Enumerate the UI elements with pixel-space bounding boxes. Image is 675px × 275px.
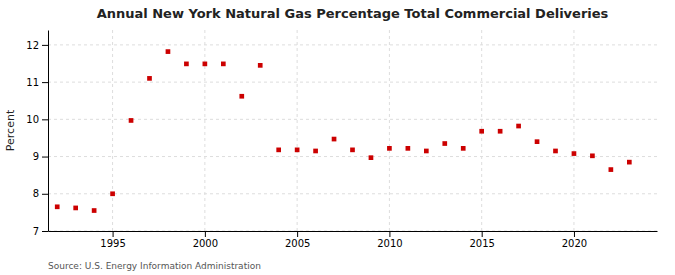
x-tick: 2015 (469, 231, 494, 249)
grid-line-x (573, 30, 574, 231)
y-tick-label: 7 (33, 226, 39, 237)
points (55, 49, 632, 213)
point (369, 155, 374, 160)
x-axis: 1995 2000 2005 2010 2015 2020 (49, 231, 658, 249)
point (535, 139, 540, 144)
point (609, 167, 614, 172)
x-tick: 2005 (285, 231, 310, 249)
y-tick: 9 (33, 151, 48, 162)
y-tick: 7 (33, 226, 48, 237)
grid-line-y (48, 119, 657, 120)
grid-line-y (48, 193, 657, 194)
x-tick: 2010 (377, 231, 402, 249)
point (572, 151, 577, 156)
y-tick: 8 (33, 188, 48, 199)
x-tick-mark (389, 231, 390, 237)
point (387, 146, 392, 151)
x-tick-label: 2005 (285, 238, 310, 249)
chart: 1995 2000 2005 2010 2015 2020 7 8 9 10 11 12 Annual … (0, 0, 675, 275)
point (590, 153, 595, 158)
grid-line-y (48, 156, 657, 157)
point (424, 149, 429, 154)
point (239, 94, 244, 99)
point (184, 62, 189, 67)
y-axis-line (48, 31, 49, 232)
x-tick-label: 2015 (469, 238, 494, 249)
grid-line-y (48, 231, 657, 232)
point (295, 148, 300, 153)
point (332, 137, 337, 142)
point (92, 208, 97, 213)
grid-line-x (204, 30, 205, 231)
y-tick-mark (42, 45, 48, 46)
x-tick-mark (297, 231, 298, 237)
point (479, 129, 484, 134)
point (276, 148, 281, 153)
y-tick-label: 12 (26, 40, 39, 51)
y-tick: 11 (26, 77, 48, 88)
point (110, 191, 115, 196)
point (553, 149, 558, 154)
point (147, 76, 152, 81)
x-tick-label: 2010 (377, 238, 402, 249)
x-tick-mark (205, 231, 206, 237)
y-tick-label: 8 (33, 188, 39, 199)
grid-line-x (297, 30, 298, 231)
grid-line-y (48, 44, 657, 45)
point (313, 149, 318, 154)
point (406, 146, 411, 151)
x-tick-label: 2000 (193, 238, 218, 249)
y-axis: 7 8 9 10 11 12 (26, 31, 48, 237)
x-tick: 2000 (193, 231, 218, 249)
source-annotation: Source: U.S. Energy Information Administ… (48, 261, 261, 271)
point (55, 204, 60, 209)
grid-line-x (389, 30, 390, 231)
y-tick: 10 (26, 114, 48, 125)
point (221, 62, 226, 67)
y-tick-mark (42, 119, 48, 120)
point (516, 124, 521, 129)
y-tick-label: 9 (33, 151, 39, 162)
point (203, 62, 208, 67)
y-axis-title: Percent (4, 109, 17, 151)
point (129, 118, 134, 123)
y-tick-mark (42, 82, 48, 83)
point (627, 160, 632, 165)
grid (48, 30, 657, 231)
point (461, 146, 466, 151)
y-tick-label: 10 (26, 114, 39, 125)
point (166, 49, 171, 54)
plot-area: 1995 2000 2005 2010 2015 2020 7 8 9 10 11 12 (26, 30, 657, 249)
point (498, 129, 503, 134)
x-tick-label: 1995 (100, 238, 125, 249)
y-tick-mark (42, 231, 48, 232)
grid-line-x (112, 30, 113, 231)
x-tick: 1995 (100, 231, 125, 249)
point (73, 206, 78, 211)
y-tick-label: 11 (26, 77, 39, 88)
x-tick-mark (113, 231, 114, 237)
x-tick: 2020 (562, 231, 587, 249)
point (442, 141, 447, 146)
x-axis-line (49, 231, 658, 232)
point (258, 63, 263, 68)
x-tick-label: 2020 (562, 238, 587, 249)
y-tick-mark (42, 194, 48, 195)
point (350, 148, 355, 153)
x-tick-mark (482, 231, 483, 237)
y-tick-mark (42, 157, 48, 158)
y-tick: 12 (26, 40, 48, 51)
x-tick-mark (574, 231, 575, 237)
grid-line-y (48, 82, 657, 83)
title: Annual New York Natural Gas Percentage T… (97, 6, 609, 21)
